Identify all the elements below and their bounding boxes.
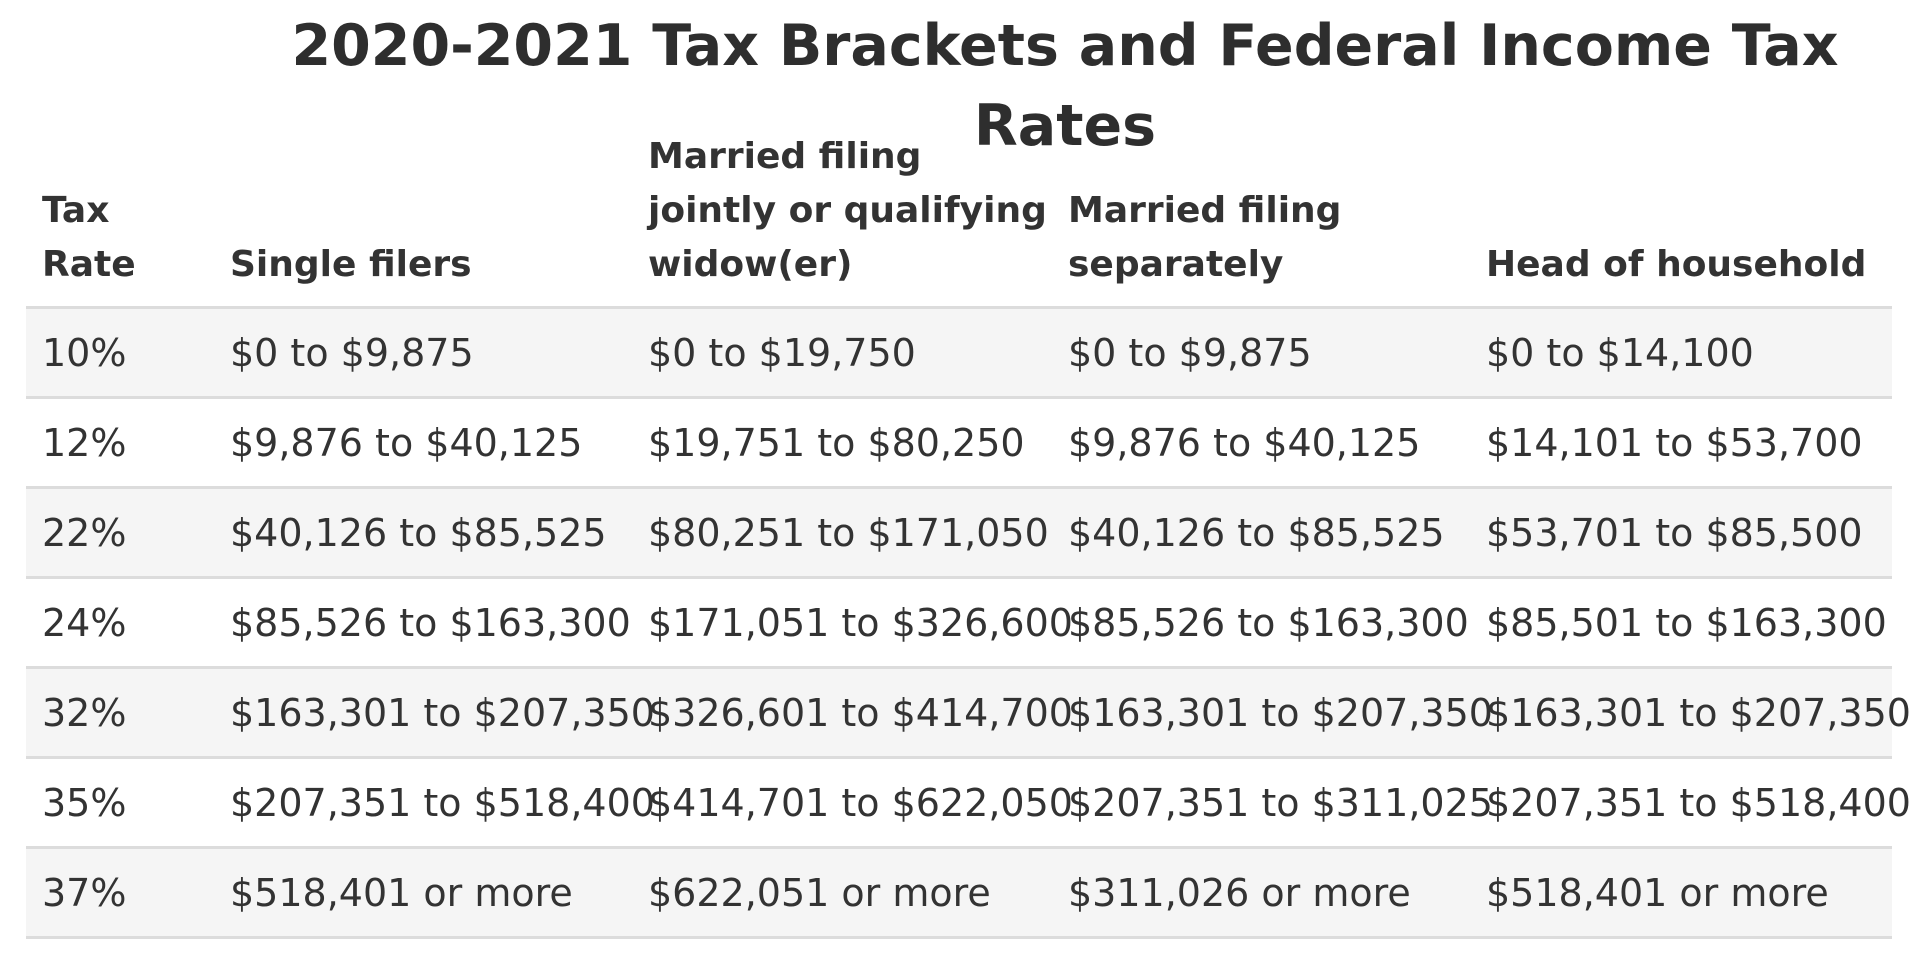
header-tax-rate: Tax Rate	[26, 130, 214, 309]
cell-tax-rate: 32%	[26, 667, 214, 759]
table-row: 12% $9,876 to $40,125 $19,751 to $80,250…	[26, 397, 1892, 489]
cell-tax-rate: 10%	[26, 307, 214, 399]
cell-married-separately: $207,351 to $311,025	[1052, 757, 1493, 849]
cell-married-separately: $40,126 to $85,525	[1052, 487, 1470, 579]
table-row: 37% $518,401 or more $622,051 or more $3…	[26, 847, 1892, 939]
cell-head-of-household: $53,701 to $85,500	[1470, 487, 1892, 579]
table-row: 10% $0 to $9,875 $0 to $19,750 $0 to $9,…	[26, 307, 1892, 399]
cell-tax-rate: 22%	[26, 487, 214, 579]
cell-married-separately: $9,876 to $40,125	[1052, 397, 1470, 489]
cell-single: $0 to $9,875	[214, 307, 632, 399]
cell-single: $85,526 to $163,300	[214, 577, 632, 669]
cell-single: $9,876 to $40,125	[214, 397, 632, 489]
cell-single: $163,301 to $207,350	[214, 667, 655, 759]
table-row: 35% $207,351 to $518,400 $414,701 to $62…	[26, 757, 1910, 849]
cell-single: $518,401 or more	[214, 847, 632, 939]
cell-married-jointly: $171,051 to $326,600	[632, 577, 1073, 669]
cell-head-of-household: $0 to $14,100	[1470, 307, 1892, 399]
cell-married-separately: $163,301 to $207,350	[1052, 667, 1493, 759]
header-married-jointly: Married filing jointly or qualifying wid…	[632, 130, 1052, 309]
cell-married-jointly: $80,251 to $171,050	[632, 487, 1052, 579]
table-row: 24% $85,526 to $163,300 $171,051 to $326…	[26, 577, 1892, 669]
header-single-filers: Single filers	[214, 130, 632, 309]
cell-head-of-household: $14,101 to $53,700	[1470, 397, 1892, 489]
cell-tax-rate: 37%	[26, 847, 214, 939]
table-row: 32% $163,301 to $207,350 $326,601 to $41…	[26, 667, 1910, 759]
table-header-row: Tax Rate Single filers Married filing jo…	[26, 130, 1892, 309]
cell-head-of-household: $518,401 or more	[1470, 847, 1892, 939]
table-row: 22% $40,126 to $85,525 $80,251 to $171,0…	[26, 487, 1892, 579]
page-title: 2020-2021 Tax Brackets and Federal Incom…	[291, 13, 1839, 159]
cell-married-jointly: $0 to $19,750	[632, 307, 1052, 399]
tax-brackets-table: Tax Rate Single filers Married filing jo…	[26, 130, 1910, 939]
cell-married-separately: $0 to $9,875	[1052, 307, 1470, 399]
cell-married-jointly: $19,751 to $80,250	[632, 397, 1052, 489]
cell-head-of-household: $163,301 to $207,350	[1470, 667, 1910, 759]
cell-head-of-household: $85,501 to $163,300	[1470, 577, 1892, 669]
cell-tax-rate: 12%	[26, 397, 214, 489]
cell-single: $207,351 to $518,400	[214, 757, 655, 849]
cell-tax-rate: 35%	[26, 757, 214, 849]
header-head-of-household: Head of household	[1470, 130, 1892, 309]
cell-married-jointly: $326,601 to $414,700	[632, 667, 1073, 759]
cell-married-separately: $85,526 to $163,300	[1052, 577, 1470, 669]
header-married-separately: Married filing separately	[1052, 130, 1470, 309]
cell-single: $40,126 to $85,525	[214, 487, 632, 579]
cell-married-separately: $311,026 or more	[1052, 847, 1470, 939]
cell-married-jointly: $414,701 to $622,050	[632, 757, 1073, 849]
cell-head-of-household: $207,351 to $518,400	[1470, 757, 1910, 849]
cell-married-jointly: $622,051 or more	[632, 847, 1052, 939]
cell-tax-rate: 24%	[26, 577, 214, 669]
